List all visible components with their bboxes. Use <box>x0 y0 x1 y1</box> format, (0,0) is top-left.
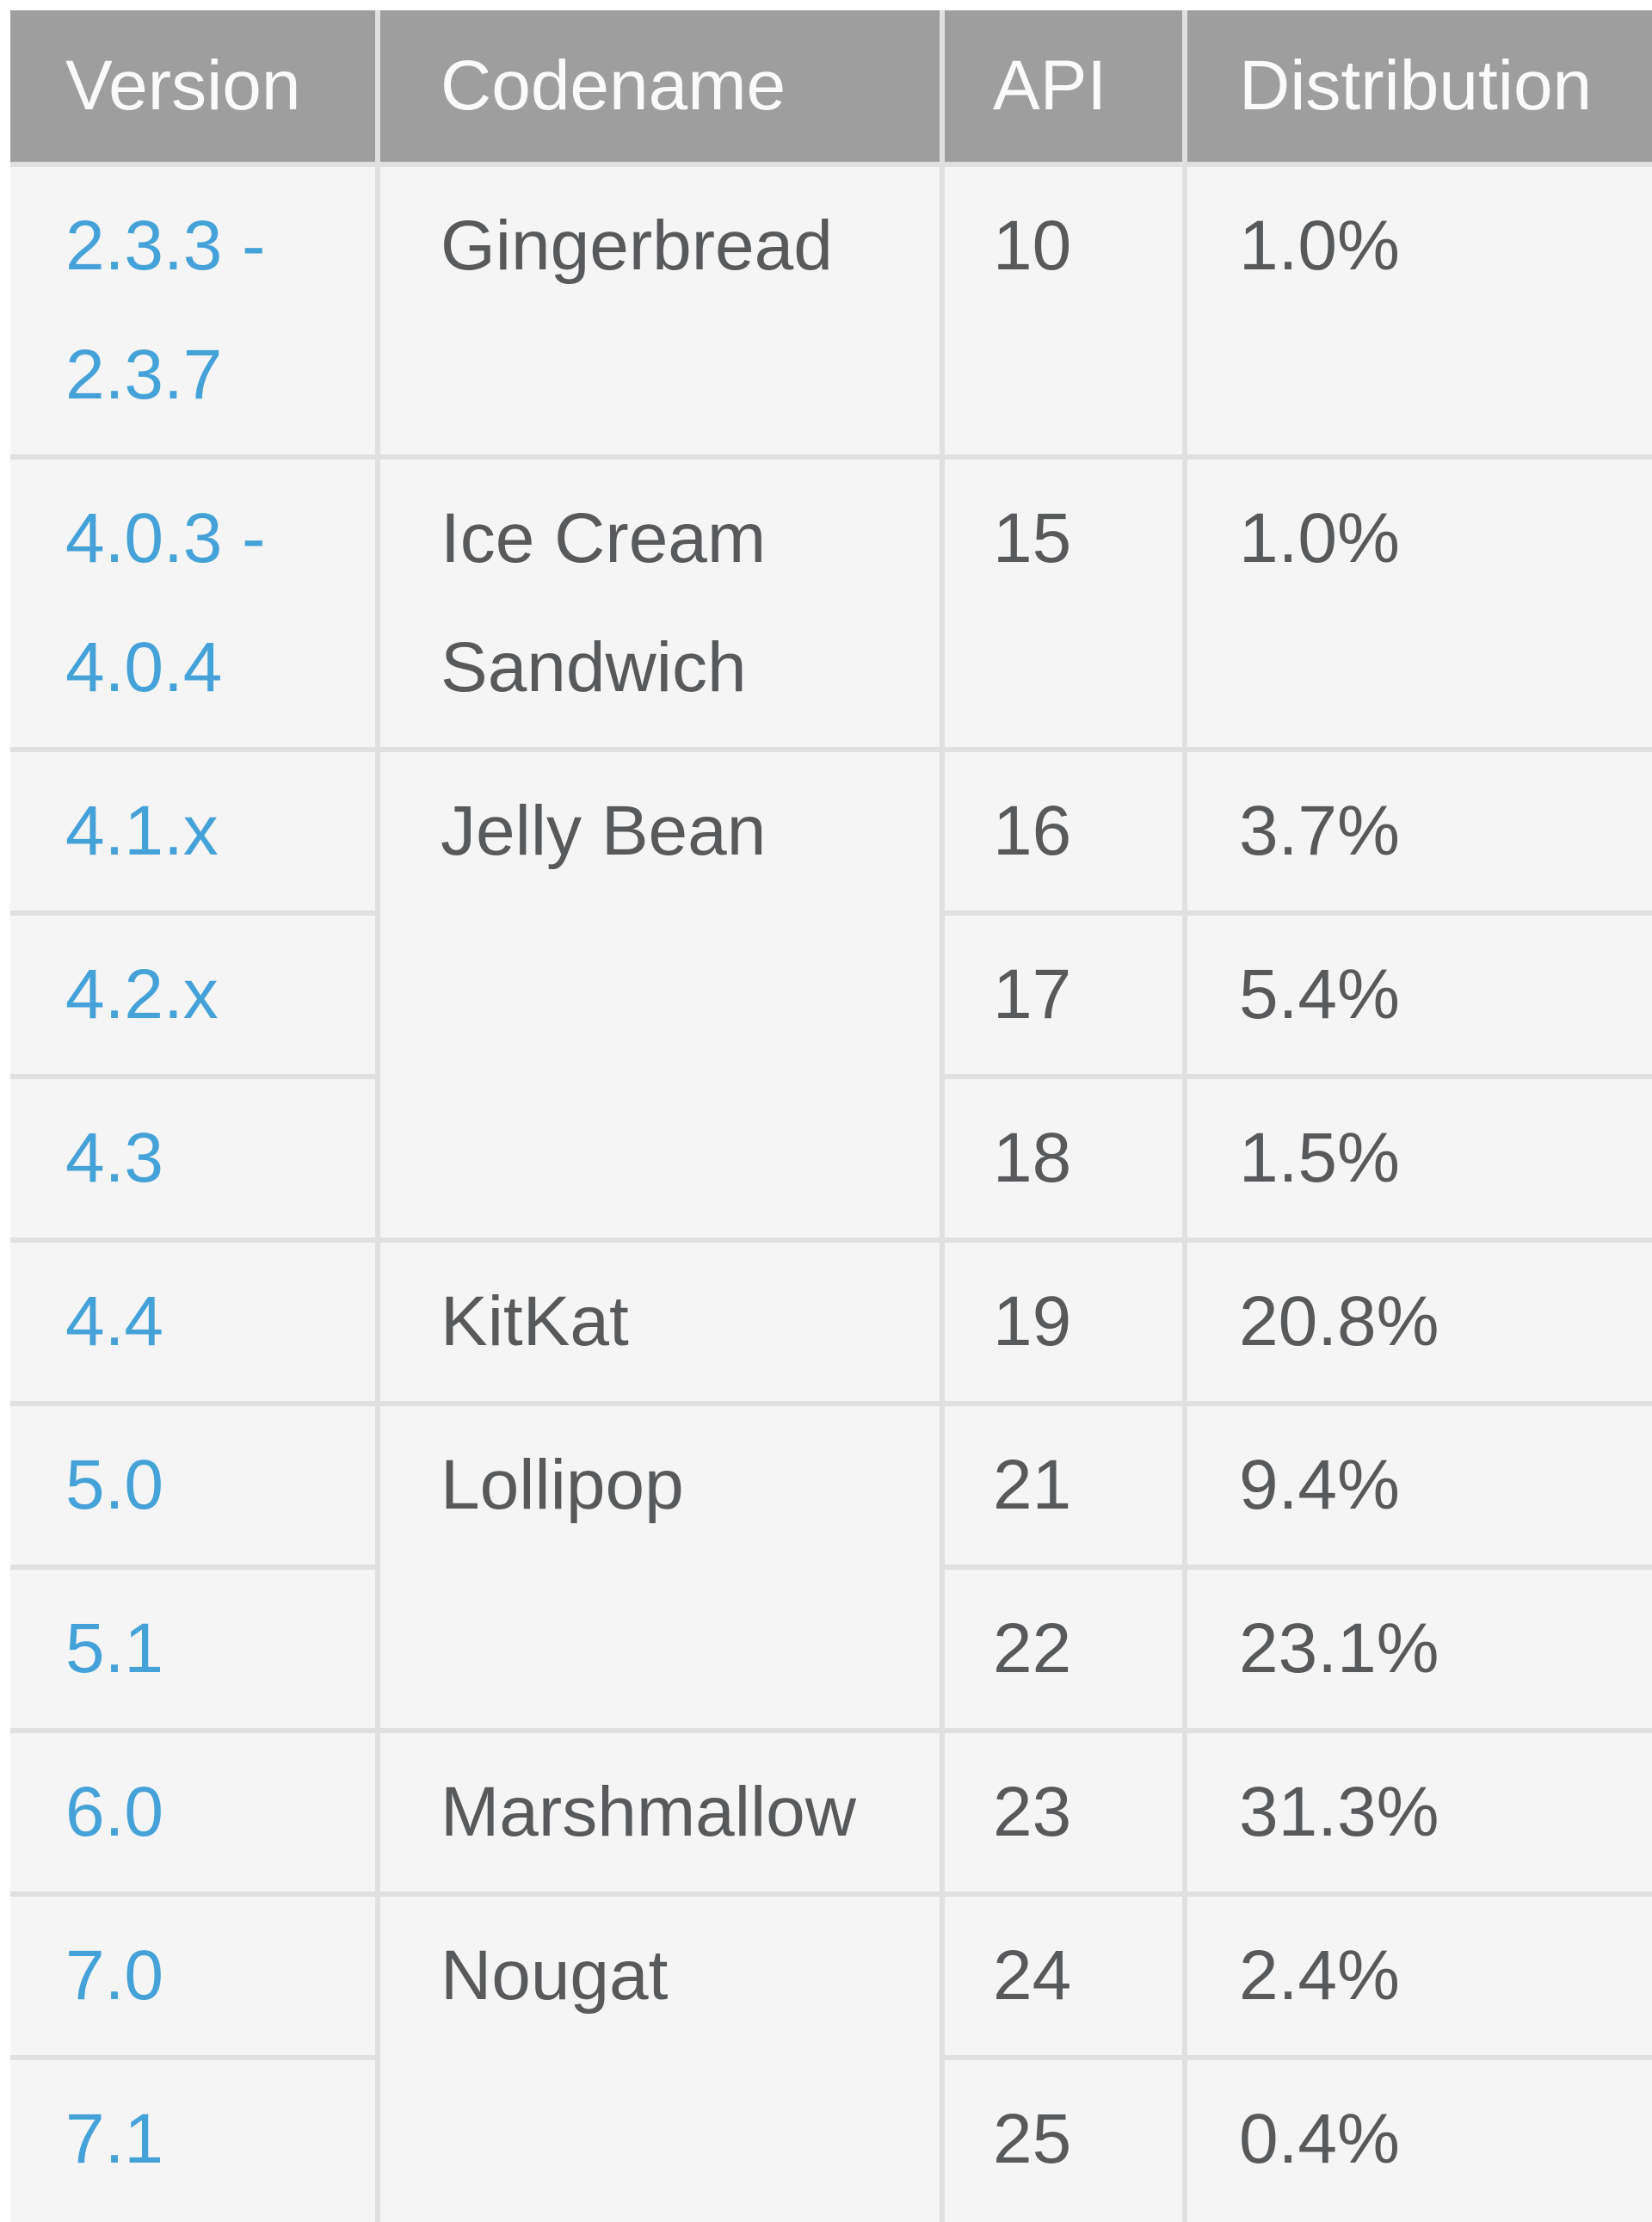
codename-cell: Gingerbread <box>380 167 940 454</box>
codename-cell: Marshmallow <box>380 1733 940 1892</box>
version-link[interactable]: 5.1 <box>65 1609 163 1688</box>
distribution-cell: 1.0% <box>1187 460 1652 747</box>
distribution-cell: 5.4% <box>1187 916 1652 1074</box>
codename-cell: Ice Cream Sandwich <box>380 460 940 747</box>
version-cell: 2.3.3 - 2.3.7 <box>10 167 375 454</box>
distribution-cell: 20.8% <box>1187 1243 1652 1401</box>
version-cell: 5.1 <box>10 1570 375 1728</box>
version-cell: 7.0 <box>10 1897 375 2055</box>
api-cell: 24 <box>945 1897 1182 2055</box>
api-cell: 23 <box>945 1733 1182 1892</box>
version-link[interactable]: 4.4 <box>65 1282 163 1361</box>
version-cell: 5.0 <box>10 1406 375 1565</box>
version-cell: 4.4 <box>10 1243 375 1401</box>
version-link[interactable]: 2.3.3 - 2.3.7 <box>65 207 266 414</box>
distribution-cell: 1.0% <box>1187 167 1652 454</box>
version-cell: 4.0.3 - 4.0.4 <box>10 460 375 747</box>
codename-cell: Nougat <box>380 1897 940 2222</box>
api-cell: 21 <box>945 1406 1182 1565</box>
api-cell: 25 <box>945 2060 1182 2222</box>
column-header-codename: Codename <box>380 10 940 162</box>
distribution-cell: 0.4% <box>1187 2060 1652 2222</box>
version-link[interactable]: 4.0.3 - 4.0.4 <box>65 499 266 707</box>
api-cell: 18 <box>945 1079 1182 1238</box>
version-link[interactable]: 6.0 <box>65 1773 163 1851</box>
column-header-distribution: Distribution <box>1187 10 1652 162</box>
version-cell: 4.3 <box>10 1079 375 1238</box>
column-header-version: Version <box>10 10 375 162</box>
version-cell: 4.1.x <box>10 752 375 910</box>
version-cell: 6.0 <box>10 1733 375 1892</box>
distribution-cell: 31.3% <box>1187 1733 1652 1892</box>
distribution-cell: 23.1% <box>1187 1570 1652 1728</box>
codename-cell: Lollipop <box>380 1406 940 1728</box>
version-link[interactable]: 4.2.x <box>65 955 219 1034</box>
api-cell: 17 <box>945 916 1182 1074</box>
distribution-cell: 9.4% <box>1187 1406 1652 1565</box>
version-cell: 7.1 <box>10 2060 375 2222</box>
version-link[interactable]: 7.0 <box>65 1936 163 2015</box>
distribution-cell: 3.7% <box>1187 752 1652 910</box>
api-cell: 16 <box>945 752 1182 910</box>
distribution-cell: 1.5% <box>1187 1079 1652 1238</box>
codename-cell: KitKat <box>380 1243 940 1401</box>
version-cell: 4.2.x <box>10 916 375 1074</box>
version-link[interactable]: 7.1 <box>65 2100 163 2178</box>
api-cell: 22 <box>945 1570 1182 1728</box>
android-version-distribution-table: Version Codename API Distribution 2.3.3 … <box>10 10 1652 2222</box>
version-link[interactable]: 4.3 <box>65 1119 163 1197</box>
column-header-api: API <box>945 10 1182 162</box>
api-cell: 15 <box>945 460 1182 747</box>
version-link[interactable]: 5.0 <box>65 1446 163 1524</box>
version-link[interactable]: 4.1.x <box>65 792 219 870</box>
distribution-cell: 2.4% <box>1187 1897 1652 2055</box>
api-cell: 19 <box>945 1243 1182 1401</box>
codename-cell: Jelly Bean <box>380 752 940 1238</box>
api-cell: 10 <box>945 167 1182 454</box>
